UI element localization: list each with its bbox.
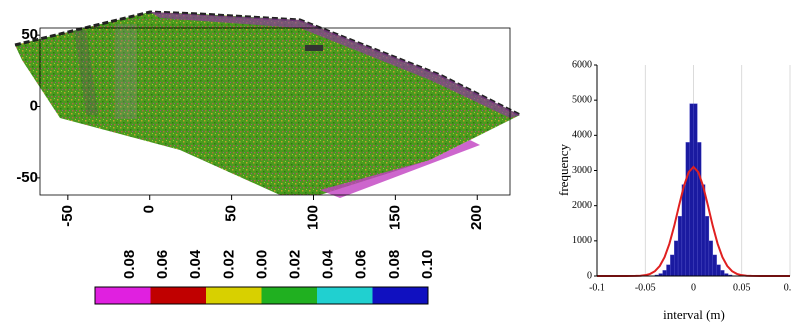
colorbar-segment (95, 287, 151, 304)
colorbar-segment (206, 287, 262, 304)
bar (681, 184, 686, 277)
y-tick-label: 0 (587, 270, 592, 281)
bar (708, 240, 713, 277)
y-tick-label: 5000 (572, 94, 592, 105)
bar (712, 254, 717, 277)
stripe (305, 45, 323, 51)
y-tick-label: 2000 (572, 200, 592, 211)
x-tick-label: 150 (386, 205, 403, 230)
y-tick-label: 6000 (572, 59, 592, 70)
colorbar-label: 0.10 (419, 250, 436, 279)
bar (720, 270, 725, 277)
x-tick-label: 0.05 (733, 282, 751, 293)
bar (704, 216, 710, 277)
bar (677, 216, 683, 277)
colorbar-label: 0.04 (320, 249, 337, 279)
bar (670, 254, 675, 277)
stripe (115, 24, 137, 119)
colorbar-label: 0.02 (287, 250, 304, 279)
y-tick-label: 0 (30, 97, 38, 114)
x-tick-label: 0 (691, 282, 696, 293)
colorbar-label: 0.06 (154, 250, 171, 279)
colorbar-label: 0.00 (253, 250, 270, 279)
bar (697, 142, 702, 277)
bar (662, 270, 667, 277)
x-tick-label: 200 (468, 205, 485, 230)
bar (716, 264, 721, 277)
bar (693, 103, 698, 277)
bar (685, 142, 690, 277)
y-tick-label: 1000 (572, 235, 592, 246)
point-cloud-edge (14, 10, 521, 117)
colorbar-label: 0.08 (386, 250, 403, 279)
edge-triangles (320, 140, 480, 198)
colorbar-label: 0.08 (121, 250, 138, 279)
y-tick-label: 3000 (572, 165, 592, 176)
colorbar-frame (94, 286, 429, 305)
colorbar-segment (150, 287, 206, 304)
bar (674, 240, 679, 277)
colorbar-label: 0.02 (220, 250, 237, 279)
x-tick-label: 0.1 (784, 282, 792, 293)
x-tick-label: -50 (59, 205, 76, 227)
y-tick-label: -50 (16, 169, 38, 186)
x-tick-label: 0 (141, 205, 158, 213)
bar (666, 264, 671, 277)
y-axis-label: frequency (556, 144, 571, 196)
bar (689, 103, 694, 277)
x-axis-label: interval (m) (663, 307, 725, 322)
stripe (74, 30, 99, 115)
x-tick-label: -0.1 (589, 282, 605, 293)
y-tick-label: 4000 (572, 130, 592, 141)
axes-frame (39, 27, 511, 196)
colorbar-segment (372, 287, 428, 304)
colorbar-segment (261, 287, 317, 304)
colorbar-segment (317, 287, 373, 304)
colorbar-label: 0.06 (353, 250, 370, 279)
bar (701, 184, 706, 277)
x-tick-label: 100 (304, 205, 321, 230)
x-tick-label: -0.05 (635, 282, 656, 293)
x-tick-label: 50 (223, 205, 240, 222)
colorbar-label: 0.04 (187, 249, 204, 279)
y-tick-label: 50 (21, 26, 38, 43)
